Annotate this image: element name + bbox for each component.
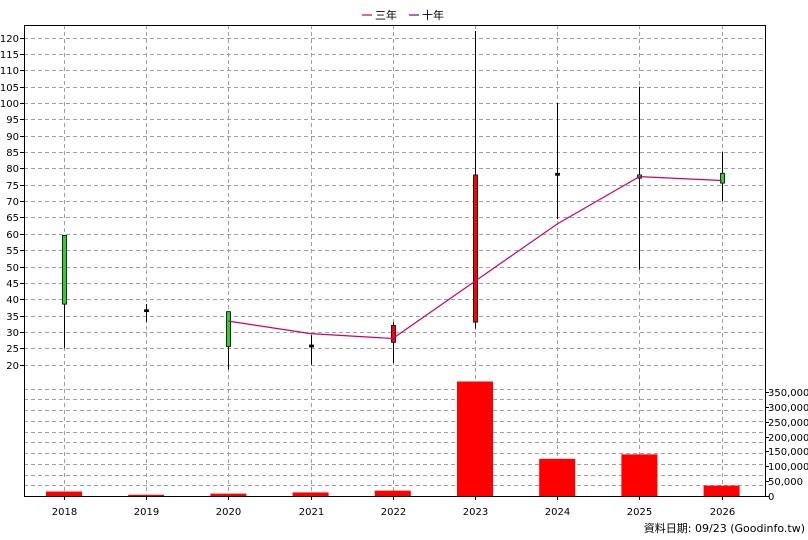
year-tick-label: 2026 — [710, 507, 735, 518]
year-tick-label: 2018 — [52, 507, 77, 518]
year-tick-label: 2025 — [627, 507, 652, 518]
volume-bar — [374, 490, 411, 496]
volume-bar — [457, 381, 493, 496]
price-tick-label: 115 — [0, 50, 19, 61]
volume-tick-label: 200,000 — [768, 433, 808, 444]
three-year-ma-polyline — [228, 175, 722, 340]
candles — [62, 31, 725, 370]
volume-bar — [703, 485, 740, 496]
three-year-ma-line — [228, 175, 722, 340]
price-tick-label: 30 — [6, 328, 19, 339]
price-tick-label: 50 — [6, 263, 19, 274]
candle-body — [226, 311, 231, 348]
volume-tick-label: 100,000 — [768, 462, 808, 473]
price-tick-label: 80 — [6, 164, 19, 175]
year-tick-label: 2021 — [299, 507, 324, 518]
volume-tick-label: 350,000 — [768, 388, 808, 399]
volume-bar — [539, 458, 576, 496]
price-tick-label: 25 — [6, 344, 19, 355]
volume-tick-label: 300,000 — [768, 403, 808, 414]
year-tick-label: 2024 — [545, 507, 570, 518]
volume-tick-label: 0 — [768, 492, 774, 503]
price-tick-label: 95 — [6, 115, 19, 126]
volume-tick-label: 150,000 — [768, 447, 808, 458]
price-tick-label: 60 — [6, 230, 19, 241]
candle-body — [473, 174, 478, 323]
price-tick-label: 55 — [6, 246, 19, 257]
candle-body — [391, 324, 396, 343]
price-tick-label: 90 — [6, 132, 19, 143]
volume-bar — [46, 491, 82, 496]
axes: 2025303540455055606570758085909510010511… — [0, 25, 808, 518]
legend-three-year-label: 三年 — [375, 8, 397, 22]
price-tick-label: 105 — [0, 83, 19, 94]
volume-bar — [128, 494, 165, 496]
volume-tick-label: 250,000 — [768, 418, 808, 429]
candle-body — [555, 172, 560, 176]
data-date-footer: 資料日期: 09/23 (Goodinfo.tw) — [644, 521, 805, 535]
volume-bar — [621, 454, 658, 496]
year-tick-label: 2022 — [381, 507, 406, 518]
price-tick-label: 45 — [6, 279, 19, 290]
plot-frame — [24, 25, 766, 497]
price-tick-label: 70 — [6, 197, 19, 208]
candle-body — [720, 172, 725, 184]
legend-ten-year-label: 十年 — [422, 8, 444, 22]
volume-bars — [46, 381, 740, 496]
volume-tick-label: 50,000 — [768, 477, 803, 488]
year-tick-label: 2019 — [134, 507, 159, 518]
volume-bar — [210, 493, 247, 496]
grid — [24, 25, 765, 496]
price-tick-label: 40 — [6, 295, 19, 306]
price-tick-label: 65 — [6, 213, 19, 224]
year-tick-label: 2023 — [463, 507, 488, 518]
legend: 三年 十年 — [362, 8, 444, 22]
price-tick-label: 120 — [0, 34, 19, 45]
price-tick-label: 20 — [6, 361, 19, 372]
candle-body — [62, 235, 67, 305]
price-tick-label: 75 — [6, 181, 19, 192]
price-tick-label: 100 — [0, 99, 19, 110]
volume-bar — [292, 492, 329, 496]
candle-body — [309, 344, 314, 348]
year-tick-label: 2020 — [216, 507, 241, 518]
price-tick-label: 85 — [6, 148, 19, 159]
candle-body — [144, 309, 149, 313]
price-tick-label: 35 — [6, 312, 19, 323]
price-tick-label: 110 — [0, 66, 19, 77]
